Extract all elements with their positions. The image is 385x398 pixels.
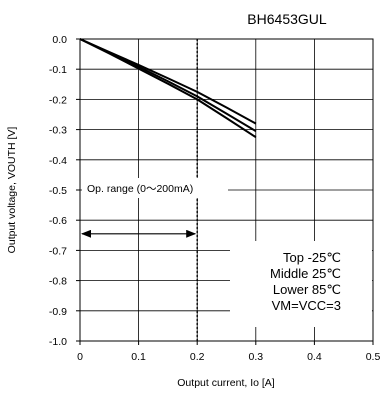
y-tick-label-5: -0.5 (49, 185, 67, 197)
y-axis-ticks: 0.0 -0.1 -0.2 -0.3 -0.4 -0.5 -0.6 -0.7 -0.8 -0.9 -… (49, 34, 80, 348)
legend-line-2: Middle 25℃ (270, 266, 341, 281)
y-tick-label-2: -0.2 (49, 94, 67, 106)
y-tick-label-6: -0.6 (49, 215, 67, 227)
x-tick-label-3: 0.3 (248, 351, 263, 363)
legend-line-4: VM=VCC=3 (272, 298, 341, 313)
legend-line-1: Top -25℃ (283, 250, 341, 265)
y-tick-label-4: -0.4 (49, 155, 67, 167)
y-tick-label-7: -0.7 (49, 245, 67, 257)
y-axis-label: Output voltage, VOUTH [V] (6, 127, 18, 254)
x-tick-label-1: 0.1 (131, 351, 146, 363)
y-tick-label-0: 0.0 (52, 34, 67, 46)
x-axis-ticks: 0 0.1 0.2 0.3 0.4 0.5 (77, 341, 380, 363)
x-tick-label-4: 0.4 (307, 351, 322, 363)
y-tick-label-10: -1.0 (49, 336, 67, 348)
x-axis-label: Output current, Io [A] (177, 377, 275, 389)
x-tick-label-5: 0.5 (366, 351, 381, 363)
legend: Top -25℃ Middle 25℃ Lower 85℃ VM=VCC=3 (230, 241, 372, 327)
x-tick-label-0: 0 (77, 351, 83, 363)
y-tick-label-9: -0.9 (49, 306, 67, 318)
y-tick-label-1: -0.1 (49, 64, 67, 76)
y-tick-label-3: -0.3 (49, 125, 67, 137)
x-tick-label-2: 0.2 (190, 351, 205, 363)
legend-line-3: Lower 85℃ (273, 282, 341, 297)
y-tick-label-8: -0.8 (49, 276, 67, 288)
op-range-label: Op. range (0～200mA) (87, 183, 193, 195)
chart-title: BH6453GUL (247, 11, 327, 27)
